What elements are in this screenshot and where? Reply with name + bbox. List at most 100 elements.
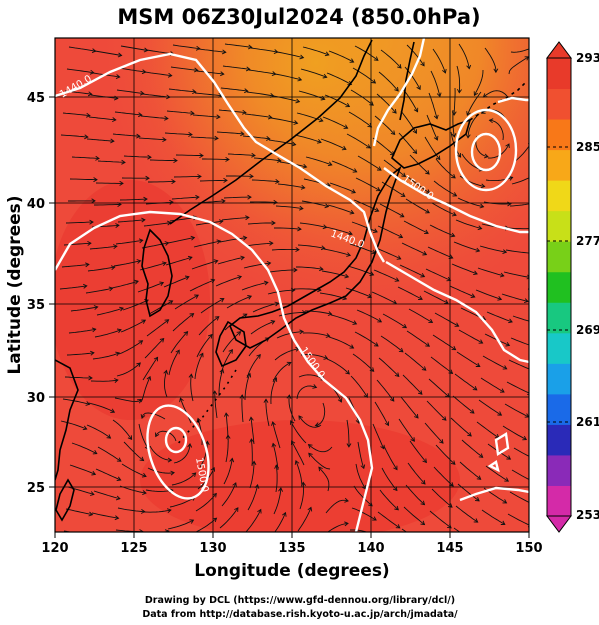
streamline-arrow — [422, 250, 428, 256]
streamline — [300, 354, 328, 359]
streamline — [511, 177, 529, 185]
streamline — [122, 299, 149, 311]
streamline — [173, 443, 191, 464]
streamline — [246, 91, 274, 97]
streamline-arrow — [298, 415, 303, 420]
streamline-arrow — [219, 297, 225, 303]
streamline-arrow — [240, 131, 245, 137]
streamline-arrow — [499, 388, 505, 393]
streamline-arrow — [115, 495, 121, 501]
streamline — [351, 507, 377, 521]
streamline-arrow — [420, 520, 426, 526]
streamline — [141, 242, 169, 249]
streamline — [116, 89, 144, 95]
streamline — [531, 87, 538, 113]
streamline-arrow — [346, 252, 352, 257]
streamline-arrow — [433, 135, 439, 141]
streamline-arrow — [413, 107, 419, 113]
y-tick-label: 45 — [27, 91, 45, 106]
streamline — [327, 204, 354, 214]
streamline — [403, 220, 429, 234]
streamline-arrow — [116, 457, 122, 462]
streamline-arrow — [314, 422, 320, 427]
streamline — [271, 248, 300, 251]
streamline-arrow — [85, 262, 90, 268]
streamline — [453, 527, 461, 532]
streamline-arrow — [173, 158, 178, 163]
streamline — [174, 294, 199, 310]
streamline — [352, 353, 375, 372]
streamline — [88, 402, 115, 413]
streamline-arrow — [164, 115, 169, 121]
streamline-arrow — [91, 470, 97, 476]
streamline-arrow — [166, 94, 171, 100]
streamline — [190, 136, 219, 139]
streamline — [194, 92, 222, 97]
streamline-arrow — [535, 321, 539, 325]
streamline — [85, 287, 113, 294]
streamline — [379, 489, 399, 511]
streamline — [140, 115, 168, 120]
streamline-arrow — [301, 481, 306, 487]
streamline — [172, 44, 200, 50]
streamline — [146, 319, 169, 337]
streamline — [298, 415, 322, 428]
streamline-arrow — [369, 367, 375, 372]
streamline — [349, 529, 369, 532]
streamline — [248, 69, 276, 75]
streamline — [243, 262, 271, 269]
streamline-arrow — [190, 235, 196, 241]
streamline-arrow — [351, 189, 356, 194]
streamline — [511, 469, 529, 480]
streamline-arrow — [225, 157, 230, 162]
streamline — [90, 535, 117, 538]
streamline-arrow — [344, 273, 350, 279]
streamline-arrow — [439, 439, 444, 444]
streamline-arrow — [420, 500, 426, 506]
streamline — [453, 87, 456, 116]
streamline-arrow — [267, 114, 273, 120]
streamline — [247, 222, 275, 225]
streamline — [244, 373, 251, 401]
streamline — [327, 522, 349, 532]
colorbar-segment — [547, 271, 571, 303]
streamline-arrow — [89, 491, 95, 496]
streamline — [220, 87, 248, 92]
credit-data: Data from http://database.rish.kyoto-u.a… — [142, 609, 458, 620]
streamline — [147, 467, 175, 474]
streamline — [275, 205, 303, 210]
streamline — [62, 398, 90, 405]
streamline — [294, 134, 322, 143]
streamline-arrow — [138, 112, 143, 118]
streamline-arrow — [155, 432, 160, 438]
streamline — [461, 439, 483, 458]
streamline — [528, 133, 529, 135]
streamline — [199, 441, 208, 468]
streamline — [118, 340, 143, 355]
streamline — [328, 336, 354, 349]
streamline-arrow — [218, 219, 224, 225]
streamline — [432, 334, 456, 351]
streamline — [403, 506, 425, 525]
streamline-arrow — [119, 306, 124, 312]
streamline — [380, 49, 402, 69]
streamline-arrow — [506, 455, 512, 460]
streamline — [371, 291, 397, 304]
streamline — [241, 281, 268, 291]
streamline-arrow — [90, 350, 95, 356]
streamline — [221, 482, 237, 507]
streamline-arrow — [115, 351, 121, 357]
streamline-arrow — [162, 137, 167, 143]
streamline-arrow — [127, 435, 133, 440]
streamline — [118, 67, 146, 73]
streamline — [296, 112, 323, 122]
streamline-arrow — [110, 138, 115, 144]
streamline-arrow — [442, 68, 447, 74]
streamline — [372, 423, 385, 449]
streamline — [305, 156, 332, 166]
streamline-arrow — [299, 205, 304, 211]
streamline-arrow — [141, 472, 147, 478]
streamline — [119, 485, 147, 494]
streamline-arrow — [472, 386, 478, 391]
streamline-arrow — [375, 186, 381, 192]
